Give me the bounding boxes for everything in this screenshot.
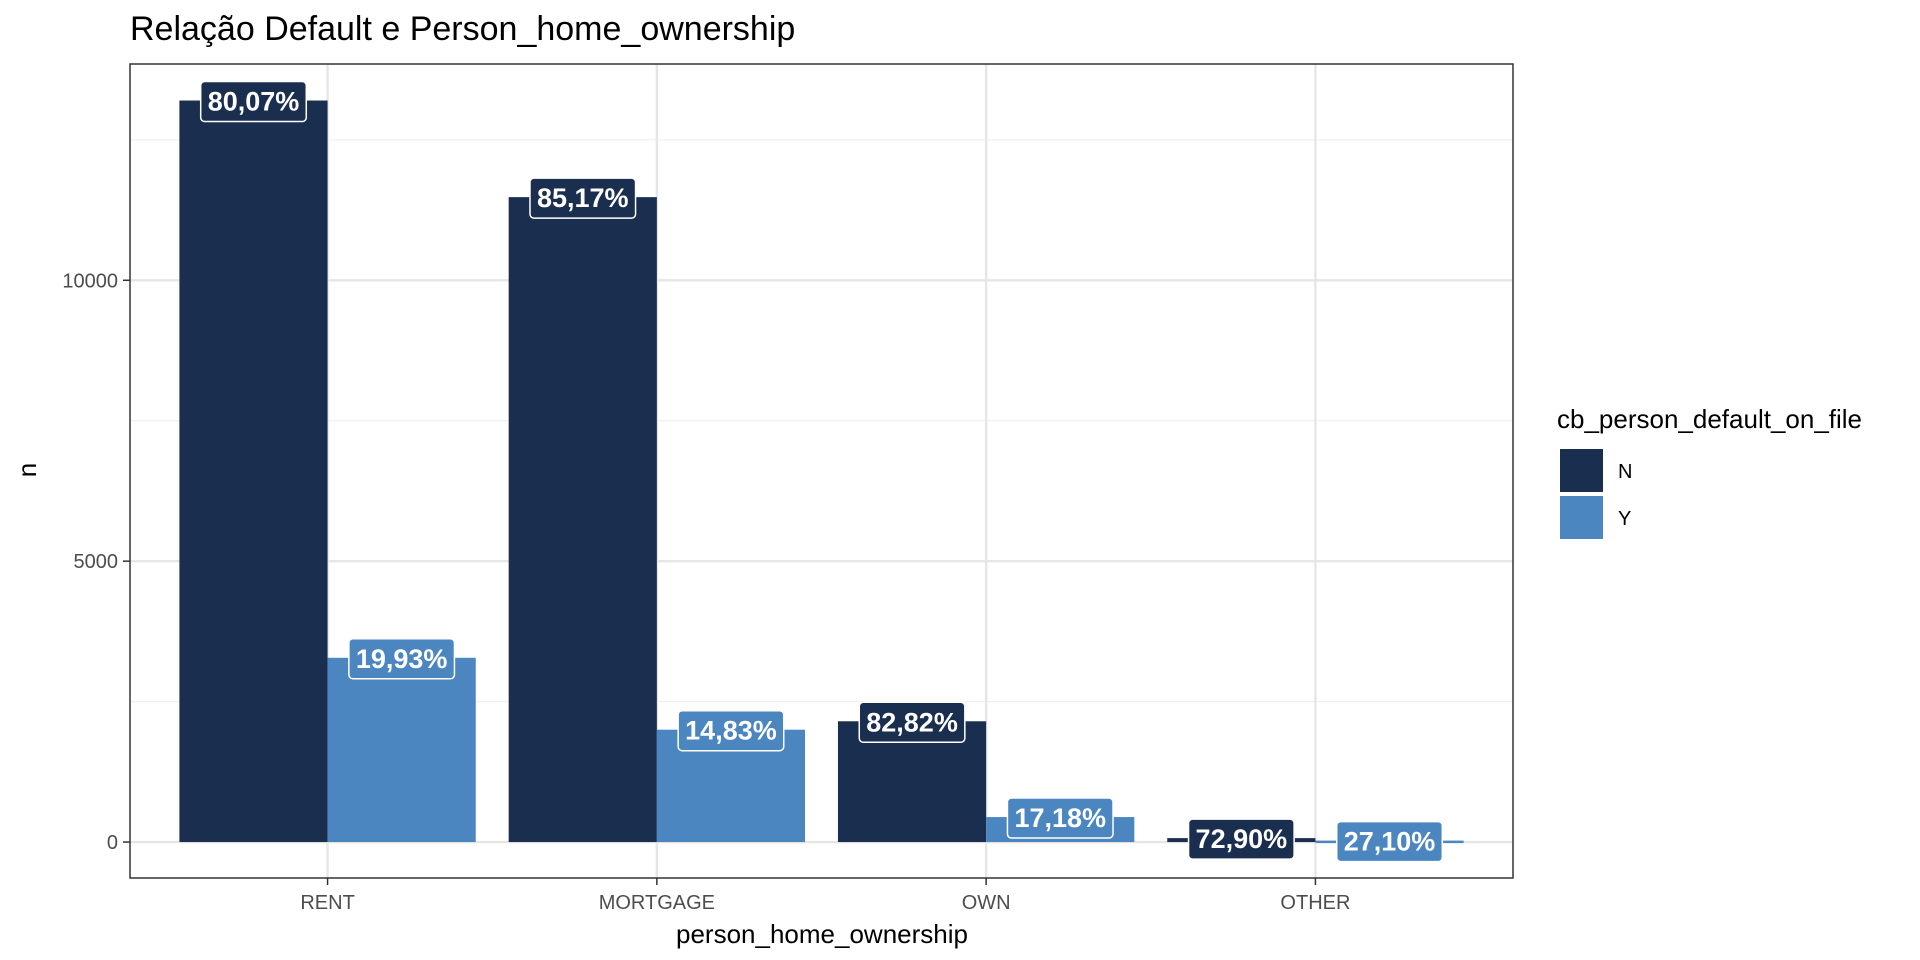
data-label-text: 27,10% [1344,827,1436,857]
bar-Y-RENT [327,657,476,843]
x-tick-label: OTHER [1280,892,1350,914]
data-label-box [529,177,637,219]
data-label-Y-MORTGAGE: 14,83% [677,709,785,752]
data-label-box [1006,797,1114,839]
data-label-text: 85,17% [537,183,629,213]
data-label-box [858,701,966,744]
data-label-text: 14,83% [685,716,777,746]
data-label-text: 19,93% [356,644,448,674]
data-label-box [677,709,785,752]
data-label-Y-OTHER: 27,10% [1335,820,1444,863]
legend-label-N: N [1618,461,1632,483]
y-tick-label: 0 [107,832,118,854]
data-label-text: 17,18% [1014,803,1106,833]
data-label-Y-OWN: 17,18% [1006,797,1114,839]
legend-title: cb_person_default_on_file [1557,404,1862,434]
data-label-N-MORTGAGE: 85,17% [529,177,637,219]
legend-label-Y: Y [1618,508,1631,530]
plot-border [129,63,1514,879]
data-label-N-RENT: 80,07% [199,80,308,123]
data-label-box [348,638,456,680]
data-label-text: 82,82% [866,707,958,737]
plot-area: 80,07% 85,17% 82,82% 72,90% 19,93% 14,83% 17,1… [62,63,1514,914]
legend-key-Y [1560,496,1603,539]
data-label-N-OTHER: 72,90% [1187,818,1295,860]
bar-N-RENT [179,100,328,843]
x-tick-label: RENT [300,892,354,914]
x-tick-label: MORTGAGE [599,892,715,914]
y-tick-label: 10000 [62,270,118,292]
legend: NY [1560,449,1632,539]
data-label-box [1335,820,1444,863]
data-label-Y-RENT: 19,93% [348,638,456,680]
bar-N-MORTGAGE [508,197,657,843]
data-label-N-OWN: 82,82% [858,701,966,744]
data-label-text: 72,90% [1196,824,1288,854]
y-axis-title: n [12,463,42,477]
legend-key-N [1560,449,1603,492]
data-label-box [199,80,308,123]
y-tick-label: 5000 [74,551,119,573]
x-tick-label: OWN [962,892,1011,914]
x-axis-title: person_home_ownership [676,919,968,949]
data-label-box [1187,818,1295,860]
data-label-text: 80,07% [208,87,300,117]
chart-title: Relação Default e Person_home_ownership [130,10,795,48]
